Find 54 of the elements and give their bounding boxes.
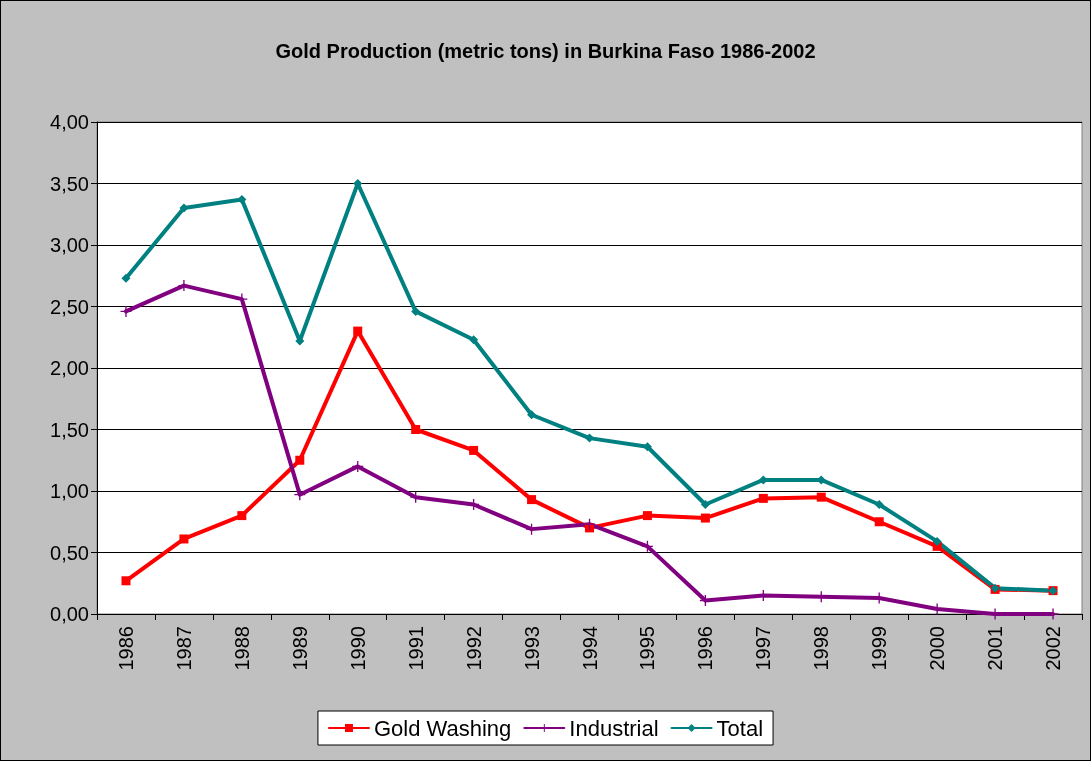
x-tick-label: 1997	[752, 626, 775, 671]
point	[469, 335, 479, 345]
x-tick-label: 1999	[868, 626, 891, 671]
point	[527, 410, 537, 420]
legend-label: Industrial	[569, 715, 659, 741]
point	[874, 517, 884, 527]
chart-title: Gold Production (metric tons) in Burkina Faso 1986-2002	[275, 40, 816, 62]
point	[121, 273, 131, 283]
legend-label: Total	[716, 715, 764, 741]
point	[295, 455, 305, 465]
y-tick-label: 3,00	[50, 234, 89, 256]
point	[874, 500, 884, 510]
y-tick-label: 0,00	[50, 603, 89, 625]
x-tick-label: 1987	[172, 626, 195, 671]
point	[932, 536, 942, 546]
x-tick-label: 1988	[230, 626, 253, 671]
point	[120, 305, 132, 317]
y-tick-label: 0,50	[50, 541, 89, 564]
point	[642, 511, 652, 521]
y-tick-label: 4,00	[50, 111, 89, 133]
x-tick-label: 1990	[346, 626, 369, 671]
x-tick-label: 1991	[404, 626, 427, 671]
point	[353, 326, 363, 336]
x-tick-label: 1993	[520, 626, 543, 671]
x-tick-label: 1986	[114, 626, 137, 671]
point	[179, 203, 189, 213]
x-tick-label: 1994	[578, 626, 601, 671]
legend-label: Gold Washing	[373, 715, 512, 741]
x-tick-label: 1989	[288, 626, 311, 671]
point	[469, 445, 479, 455]
x-tick-label: 1996	[694, 626, 717, 671]
point	[121, 576, 131, 586]
point	[411, 425, 421, 434]
y-tick-label: 1,00	[50, 480, 89, 502]
x-tick-label: 1998	[810, 626, 833, 671]
point	[236, 293, 248, 305]
x-tick-label: 1995	[636, 626, 659, 671]
x-tick-label: 2002	[1042, 626, 1065, 671]
point	[237, 511, 247, 521]
point	[700, 500, 710, 510]
point	[585, 433, 594, 443]
x-tick-label: 1992	[462, 626, 485, 671]
point	[758, 493, 768, 503]
y-tick-label: 2,50	[50, 295, 89, 318]
y-tick-label: 1,50	[50, 418, 89, 441]
y-tick-label: 3,50	[50, 172, 89, 195]
point	[816, 492, 826, 502]
point	[411, 306, 421, 316]
x-tick-label: 2001	[984, 626, 1007, 671]
point	[527, 495, 537, 505]
y-tick-label: 2,00	[50, 357, 89, 379]
x-tick-label: 2000	[926, 626, 949, 671]
point	[179, 534, 189, 544]
point	[700, 513, 710, 523]
